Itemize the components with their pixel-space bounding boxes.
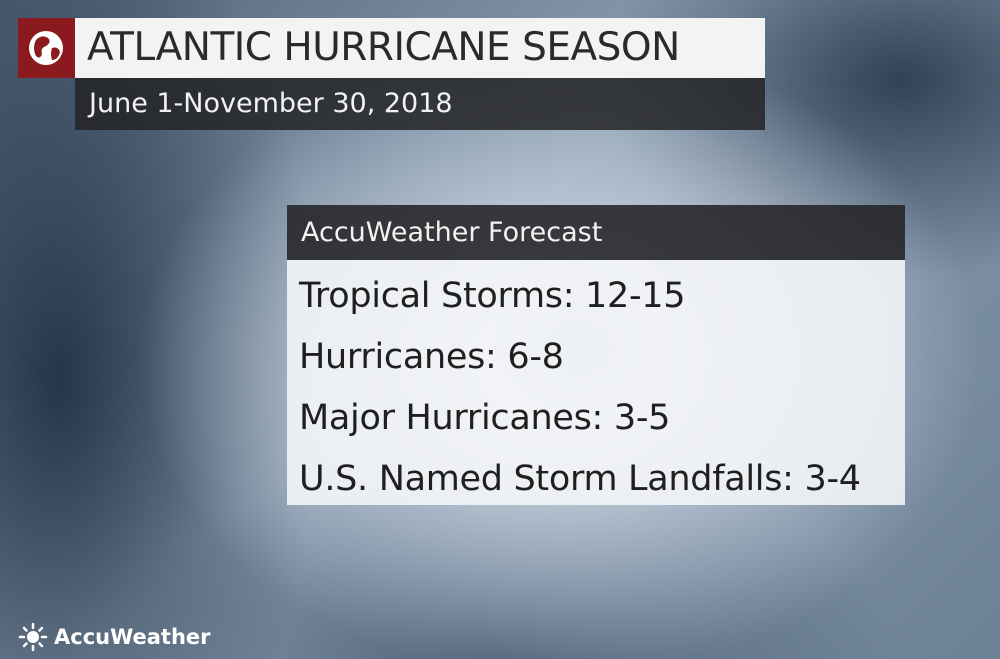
subtitle: June 1-November 30, 2018 bbox=[75, 78, 765, 130]
title: ATLANTIC HURRICANE SEASON bbox=[75, 18, 765, 78]
brand-name: AccuWeather bbox=[54, 625, 211, 649]
brand: AccuWeather bbox=[18, 620, 211, 654]
brand-icon bbox=[18, 622, 48, 652]
globe-icon bbox=[18, 18, 75, 78]
forecast-item: Tropical Storms: 12-15 bbox=[299, 276, 686, 316]
forecast-title: AccuWeather Forecast bbox=[287, 205, 905, 260]
forecast-item: Hurricanes: 6-8 bbox=[299, 337, 564, 377]
forecast-list: Tropical Storms: 12-15 Hurricanes: 6-8 Maj… bbox=[287, 260, 905, 505]
forecast-item: U.S. Named Storm Landfalls: 3-4 bbox=[299, 459, 861, 499]
forecast-item: Major Hurricanes: 3-5 bbox=[299, 398, 671, 438]
globe bbox=[29, 31, 63, 65]
